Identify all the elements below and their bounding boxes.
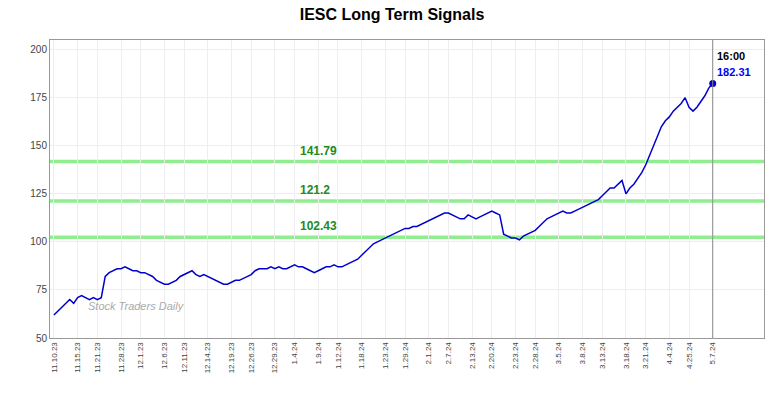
svg-text:Stock Traders Daily: Stock Traders Daily [88, 300, 185, 312]
svg-text:12.11.23: 12.11.23 [180, 342, 189, 373]
svg-text:12.19.23: 12.19.23 [227, 342, 236, 374]
svg-text:3.21.24: 3.21.24 [641, 342, 650, 369]
svg-text:150: 150 [30, 140, 47, 151]
svg-text:100: 100 [30, 236, 47, 247]
svg-text:2.1.24: 2.1.24 [424, 342, 433, 365]
svg-text:16:00: 16:00 [717, 50, 745, 62]
svg-text:1.29.24: 1.29.24 [401, 342, 410, 369]
svg-text:2.28.24: 2.28.24 [531, 342, 540, 369]
svg-text:1.18.24: 1.18.24 [357, 342, 366, 369]
svg-text:4.4.24: 4.4.24 [665, 342, 674, 365]
svg-text:141.79: 141.79 [300, 144, 337, 158]
svg-text:12.26.23: 12.26.23 [247, 342, 256, 374]
svg-text:11.10.23: 11.10.23 [50, 342, 59, 373]
svg-text:12.29.23: 12.29.23 [270, 342, 279, 374]
svg-text:IESC Long Term Signals: IESC Long Term Signals [300, 6, 485, 23]
svg-text:11.15.23: 11.15.23 [73, 342, 82, 373]
svg-text:1.12.24: 1.12.24 [334, 342, 343, 369]
svg-text:121.2: 121.2 [300, 183, 330, 197]
svg-text:75: 75 [36, 284, 48, 295]
svg-text:200: 200 [30, 44, 47, 55]
svg-text:2.23.24: 2.23.24 [511, 342, 520, 369]
svg-text:50: 50 [36, 333, 48, 344]
svg-text:2.7.24: 2.7.24 [444, 342, 453, 365]
svg-text:125: 125 [30, 188, 47, 199]
svg-text:102.43: 102.43 [300, 219, 337, 233]
svg-text:3.18.24: 3.18.24 [622, 342, 631, 369]
svg-text:12.1.23: 12.1.23 [136, 342, 145, 369]
svg-text:182.31: 182.31 [717, 66, 751, 78]
svg-text:11.21.23: 11.21.23 [93, 342, 102, 373]
svg-text:3.8.24: 3.8.24 [578, 342, 587, 365]
svg-text:5.7.24: 5.7.24 [708, 342, 717, 365]
svg-text:1.23.24: 1.23.24 [381, 342, 390, 369]
svg-text:11.28.23: 11.28.23 [117, 342, 126, 373]
svg-text:175: 175 [30, 92, 47, 103]
svg-text:1.9.24: 1.9.24 [314, 342, 323, 365]
svg-text:12.14.23: 12.14.23 [203, 342, 212, 374]
svg-text:3.5.24: 3.5.24 [554, 342, 563, 365]
svg-text:4.25.24: 4.25.24 [685, 342, 694, 369]
svg-text:2.13.24: 2.13.24 [468, 342, 477, 369]
svg-text:3.13.24: 3.13.24 [598, 342, 607, 369]
svg-text:2.20.24: 2.20.24 [487, 342, 496, 369]
svg-text:12.6.23: 12.6.23 [160, 342, 169, 369]
svg-text:1.4.24: 1.4.24 [290, 342, 299, 365]
